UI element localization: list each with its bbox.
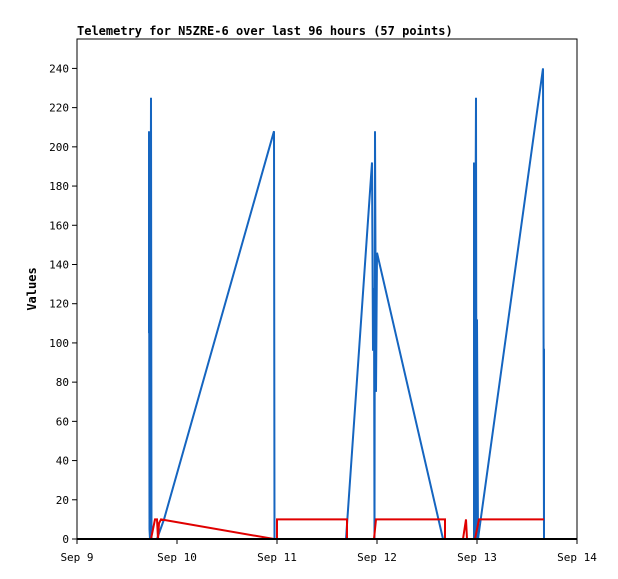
series-line-1 [148, 68, 545, 540]
x-tick-label: Sep 9 [60, 551, 93, 564]
chart-title: Telemetry for N5ZRE-6 over last 96 hours… [77, 24, 453, 38]
y-tick-label: 0 [62, 533, 69, 546]
series-line-2 [150, 518, 544, 540]
y-tick-label: 160 [49, 219, 69, 232]
y-tick-label: 40 [56, 455, 69, 468]
y-tick-label: 140 [49, 258, 69, 271]
y-tick-label: 120 [49, 298, 69, 311]
x-tick-label: Sep 12 [357, 551, 397, 564]
y-tick-label: 200 [49, 141, 69, 154]
y-tick-label: 240 [49, 62, 69, 75]
y-tick-label: 20 [56, 494, 69, 507]
y-tick-label: 100 [49, 337, 69, 350]
x-tick-label: Sep 13 [457, 551, 497, 564]
y-tick-label: 60 [56, 415, 69, 428]
y-axis-label: Values [25, 267, 39, 310]
x-tick-label: Sep 10 [157, 551, 197, 564]
y-tick-label: 80 [56, 376, 69, 389]
y-axis-ticks: 0 20 40 60 80 100 120 140 160 180 200 220 240 [49, 62, 77, 546]
series-layer [77, 68, 577, 540]
x-tick-label: Sep 11 [257, 551, 297, 564]
y-tick-label: 180 [49, 180, 69, 193]
x-tick-label: Sep 14 [557, 551, 597, 564]
y-tick-label: 220 [49, 102, 69, 115]
x-axis-ticks: Sep 9 Sep 10 Sep 11 Sep 12 Sep 13 Sep 14 [60, 539, 597, 564]
